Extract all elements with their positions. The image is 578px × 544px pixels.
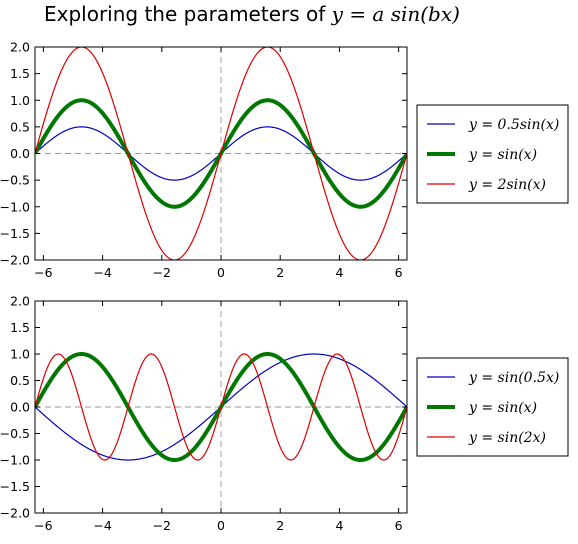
y-tick-label: −2.0 [0, 506, 30, 521]
x-tick-label: −6 [34, 265, 52, 280]
x-tick-label: 2 [276, 518, 284, 533]
x-tick-label: 4 [335, 518, 343, 533]
y-tick-label: −0.5 [0, 426, 30, 441]
chart-title-prefix: Exploring the parameters of [44, 2, 332, 26]
x-tick-label: 0 [217, 265, 225, 280]
legend: y = sin(0.5x) y = sin(x) y = sin(2x) [416, 357, 569, 457]
series-line [35, 353, 407, 461]
y-tick-label: 1.5 [10, 320, 30, 335]
x-tick-label: 0 [217, 518, 225, 533]
chart-title-math: y = a sin(bx) [331, 2, 460, 26]
y-tick-label: −2.0 [0, 253, 30, 268]
y-tick-label: 1.0 [10, 93, 30, 108]
y-tick-label: −1.0 [0, 199, 30, 214]
series-group [35, 352, 407, 462]
legend: y = 0.5sin(x) y = sin(x) y = 2sin(x) [416, 104, 569, 204]
bottom-plot-panel: −6 −4 −2 0 2 4 6 −2.0 −1.5 −1.0 −0.5 0.0 0.5 1.0 1.5 2.… [0, 294, 569, 533]
y-tick-label: 2.0 [10, 40, 30, 55]
y-tick-label: −1.0 [0, 453, 30, 468]
x-tick-label: 2 [276, 265, 284, 280]
x-tick-label: −6 [34, 518, 52, 533]
x-tick-label: 4 [335, 265, 343, 280]
series-group [35, 47, 407, 260]
top-plot-panel: −6 −4 −2 0 2 4 6 −2.0 −1.5 −1.0 −0.5 0.0 0.5 1.0 1.5 2.… [0, 40, 569, 280]
y-tick-label: 1.5 [10, 66, 30, 81]
x-tick-label: 6 [395, 265, 403, 280]
x-tick-label: −4 [93, 265, 111, 280]
y-tick-label: −0.5 [0, 173, 30, 188]
legend-label: y = sin(x) [468, 400, 537, 416]
y-tick-label: 2.0 [10, 294, 30, 309]
chart-title: Exploring the parameters of y = a sin(bx… [44, 2, 460, 26]
legend-label: y = sin(x) [468, 147, 537, 163]
y-tick-label: 0.5 [10, 119, 30, 134]
x-tick-label: 6 [395, 518, 403, 533]
series-line [35, 47, 407, 260]
x-tick-label: −2 [153, 518, 171, 533]
legend-label: y = 2sin(x) [468, 177, 546, 193]
y-tick-label: −1.5 [0, 479, 30, 494]
x-tick-label: −2 [153, 265, 171, 280]
legend-label: y = 0.5sin(x) [468, 117, 559, 133]
y-tick-label: −1.5 [0, 226, 30, 241]
y-tick-label: 0.5 [10, 373, 30, 388]
legend-label: y = sin(2x) [468, 430, 546, 446]
x-tick-label: −4 [93, 518, 111, 533]
y-tick-label: 0.0 [10, 400, 30, 415]
y-tick-label: 0.0 [10, 146, 30, 161]
legend-label: y = sin(0.5x) [468, 370, 559, 386]
y-tick-label: 1.0 [10, 347, 30, 362]
